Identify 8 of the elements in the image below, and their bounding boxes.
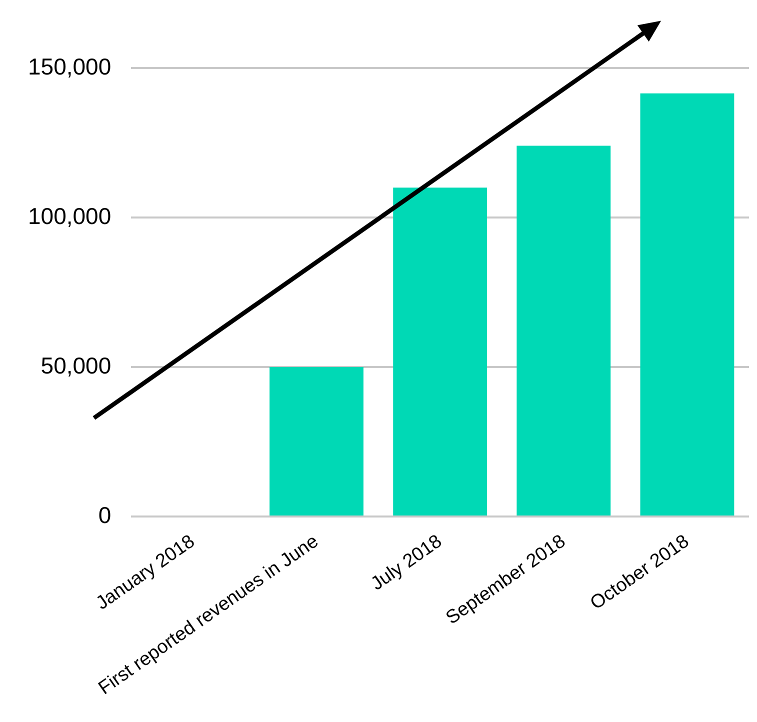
bar	[393, 188, 488, 516]
bar	[516, 146, 611, 516]
bar	[640, 93, 734, 516]
y-tick-label: 150,000	[28, 53, 112, 80]
y-tick-label: 100,000	[28, 202, 112, 229]
y-tick-label: 0	[98, 502, 112, 528]
y-tick-label: 50,000	[40, 352, 112, 378]
bar	[270, 366, 364, 516]
